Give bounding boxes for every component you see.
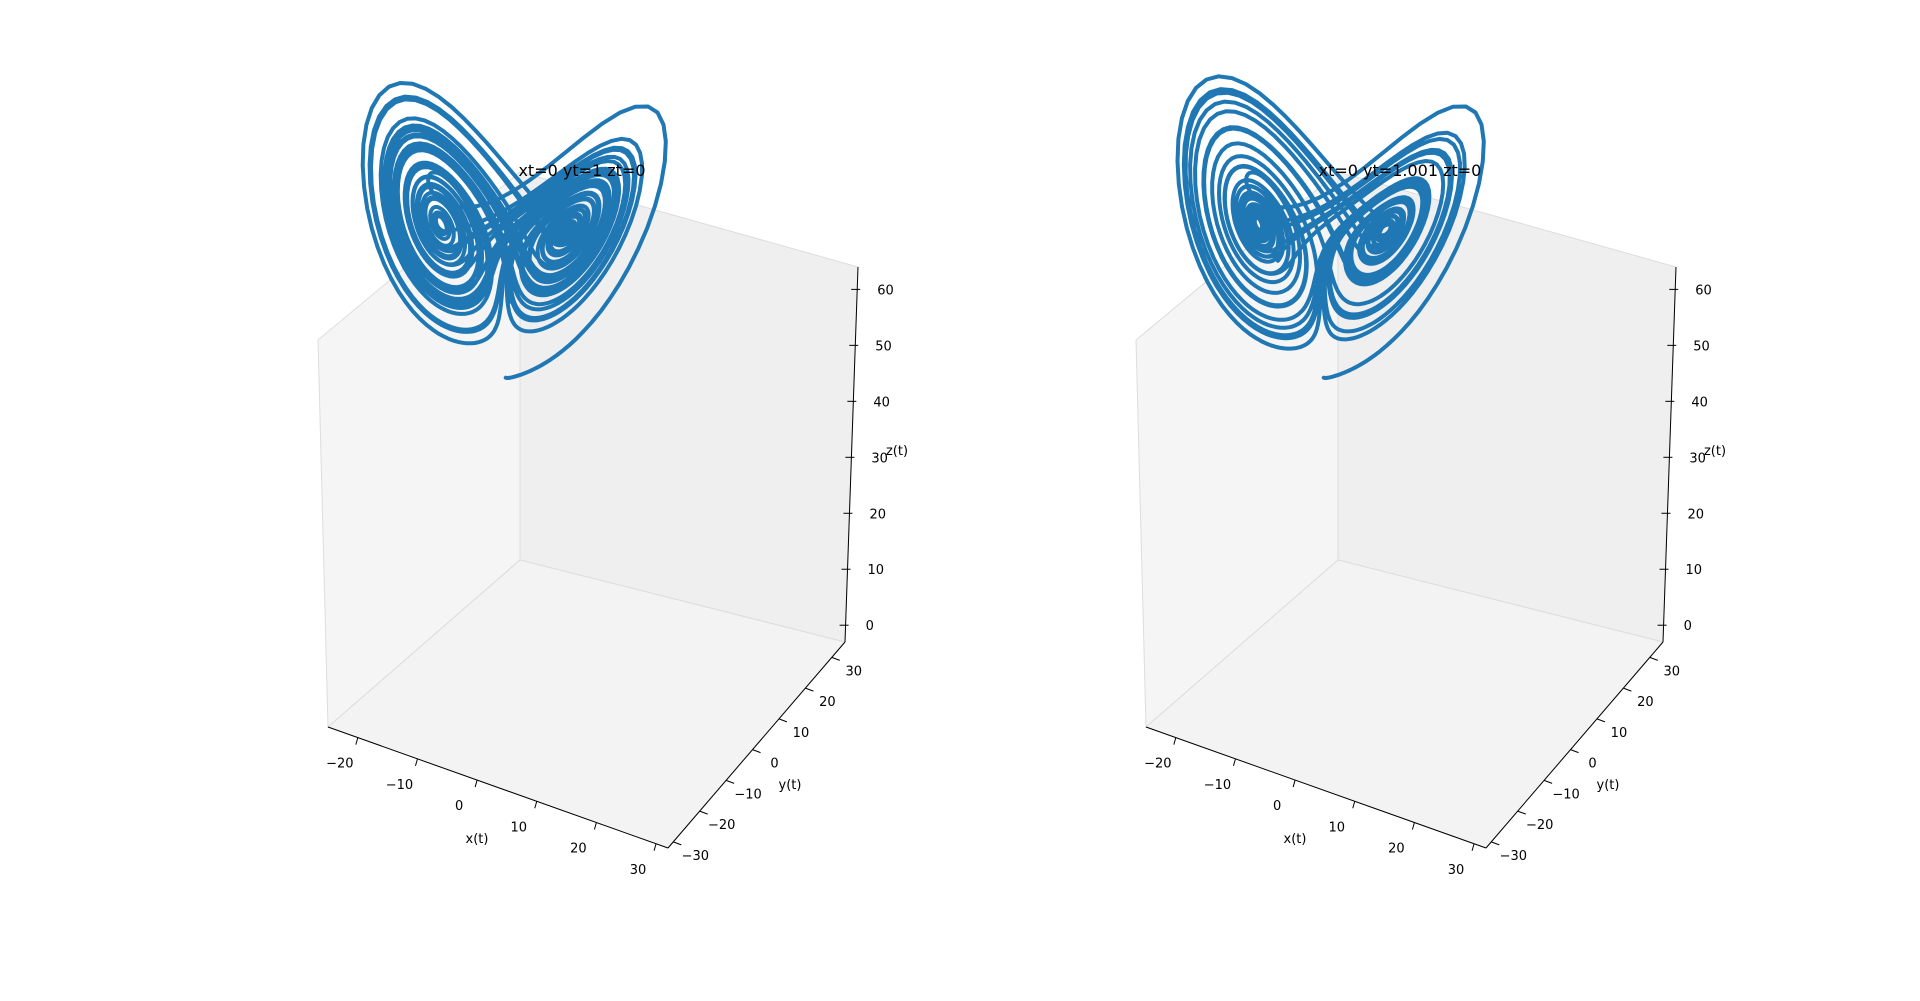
x-tick [355,737,359,745]
z-axis-label: z(t) [1704,444,1726,459]
z-tick-label: 40 [873,395,890,410]
y-tick-label: −30 [1500,849,1527,864]
z-axis-line [844,266,859,643]
y-tick-label: 0 [770,757,778,772]
y-tick-label: 20 [819,695,836,710]
y-tick-label: −20 [1526,818,1553,833]
y-tick [1649,656,1658,661]
y-tick-label: 10 [1611,726,1628,741]
z-tick-label: 0 [1684,619,1692,634]
y-tick [1517,810,1526,815]
y-axis-label: y(t) [1597,778,1620,793]
z-tick-label: 50 [1693,339,1710,354]
y-tick [805,687,814,692]
y-tick [1491,841,1500,846]
z-tick-label: 50 [875,339,892,354]
y-axis-line [1485,641,1664,849]
x-tick-label: 0 [455,799,463,814]
y-tick [1596,718,1606,723]
trajectory-line [1175,74,1486,380]
x-tick-label: 10 [510,820,527,835]
x-tick-label: −20 [326,757,353,772]
y-axis-line [667,641,846,849]
z-axis-line [1662,266,1677,643]
z-tick-label: 10 [1686,563,1703,578]
x-tick [414,758,418,766]
y-tick [752,749,761,754]
x-tick [1232,758,1236,766]
y-tick-label: 10 [793,726,810,741]
y-tick [1623,687,1632,692]
chart-panel-1: −20 −10 0 10 20 30 −30 −20 −10 0 10 20 30 0 10 20 30 40 50… [317,81,908,878]
y-tick [699,810,708,815]
chart-title: xt=0 yt=1 zt=0 [518,161,645,180]
y-tick-label: 30 [846,664,863,679]
y-tick-label: 30 [1664,664,1681,679]
y-tick-label: −30 [682,849,709,864]
y-tick [1570,749,1579,754]
x-tick-label: 0 [1273,799,1281,814]
y-tick-label: 0 [1588,757,1596,772]
z-tick-label: 60 [877,283,894,298]
z-tick-label: 20 [869,507,886,522]
x-tick-label: 30 [630,863,647,878]
z-tick-label: 10 [868,563,885,578]
x-tick [1411,822,1415,830]
y-tick [778,718,788,723]
x-axis-label: x(t) [466,832,489,847]
z-tick-label: 60 [1695,283,1712,298]
x-tick-label: −20 [1144,757,1171,772]
y-axis-label: y(t) [779,778,802,793]
y-tick-label: −10 [734,787,761,802]
z-tick-label: 30 [871,451,888,466]
x-tick-label: 30 [1448,863,1465,878]
y-tick [831,656,840,661]
y-tick [725,779,735,784]
x-tick [1352,801,1356,809]
x-axis-line [1145,726,1487,849]
x-tick [474,779,478,788]
y-tick-label: −20 [708,818,735,833]
chart-title: xt=0 yt=1.001 zt=0 [1319,161,1482,180]
y-tick [673,841,682,846]
x-tick [534,801,538,809]
x-tick-label: −10 [386,778,413,793]
trajectory-line [360,81,668,380]
y-tick [1543,779,1553,784]
z-axis-label: z(t) [886,444,908,459]
x-axis-label: x(t) [1284,832,1307,847]
z-tick-label: 0 [866,619,874,634]
z-tick-label: 30 [1689,451,1706,466]
x-tick-label: 20 [570,842,587,857]
z-tick-label: 40 [1691,395,1708,410]
z-tick-label: 20 [1687,507,1704,522]
x-tick [1292,779,1296,788]
x-axis-line [327,726,669,849]
chart-panel-2: −20 −10 0 10 20 30 −30 −20 −10 0 10 20 30 0 10 20 30 40 50… [1135,74,1726,878]
x-tick [1173,737,1177,745]
y-tick-label: 20 [1637,695,1654,710]
x-tick-label: 20 [1388,842,1405,857]
x-tick [653,843,657,851]
x-tick [1471,843,1475,851]
y-tick-label: −10 [1552,787,1579,802]
x-tick [593,822,597,830]
x-tick-label: −10 [1204,778,1231,793]
x-tick-label: 10 [1328,820,1345,835]
